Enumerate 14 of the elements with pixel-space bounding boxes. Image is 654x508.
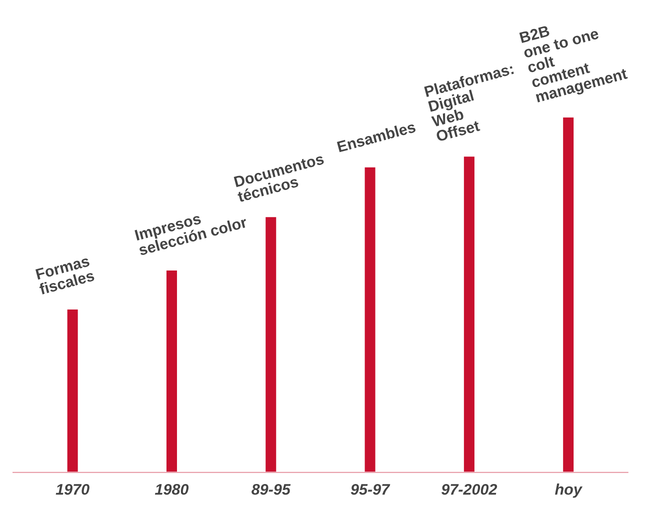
x-tick-label: hoy <box>555 484 583 498</box>
annotation: Impresos selección color <box>134 213 248 256</box>
x-tick-label: 1980 <box>154 484 189 495</box>
bar <box>165 269 178 472</box>
bar <box>264 216 278 472</box>
bar <box>562 116 575 472</box>
x-tick-label: 1970 <box>56 484 90 495</box>
bar <box>66 308 80 472</box>
x-tick-label: 95-97 <box>350 484 390 495</box>
x-tick-label: 97-2002 <box>442 484 498 495</box>
x-tick-label: 89-95 <box>252 484 291 495</box>
bar <box>462 155 476 472</box>
annotation: Formas fiscales <box>35 256 95 295</box>
bar <box>363 166 377 472</box>
